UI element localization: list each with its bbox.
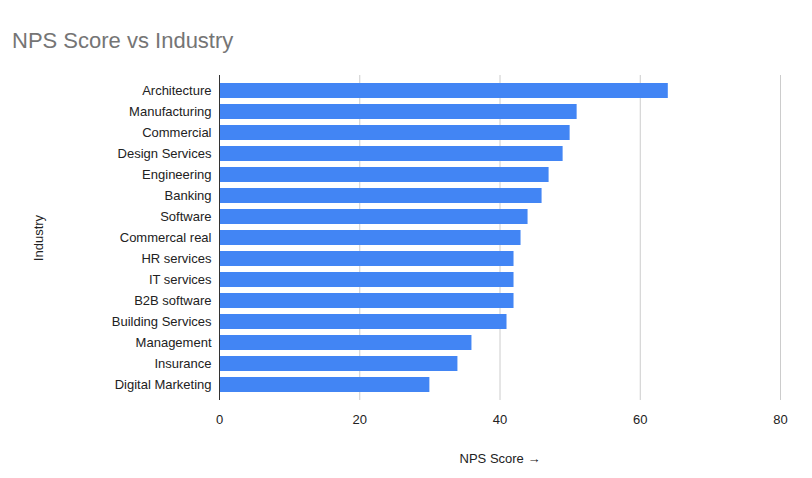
svg-text:Manufacturing: Manufacturing <box>129 104 211 119</box>
svg-text:Industry: Industry <box>31 214 46 261</box>
svg-text:20: 20 <box>353 412 367 427</box>
svg-text:IT services: IT services <box>149 272 212 287</box>
svg-text:40: 40 <box>493 412 507 427</box>
svg-text:Commercal real: Commercal real <box>120 230 212 245</box>
svg-text:Banking: Banking <box>165 188 212 203</box>
svg-text:NPS Score →: NPS Score → <box>460 451 541 466</box>
svg-text:60: 60 <box>633 412 647 427</box>
html-text:NPS Score vs Industry: NPS Score vs Industry <box>12 28 234 53</box>
svg-text:Software: Software <box>160 209 211 224</box>
svg-text:Engineering: Engineering <box>142 167 211 182</box>
svg-text:0: 0 <box>216 412 223 427</box>
svg-text:B2B software: B2B software <box>134 293 211 308</box>
svg-text:HR services: HR services <box>141 251 212 266</box>
svg-text:Building Services: Building Services <box>112 314 212 329</box>
svg-text:Commercial: Commercial <box>142 125 211 140</box>
svg-text:Digital Marketing: Digital Marketing <box>115 377 212 392</box>
svg-text:Architecture: Architecture <box>142 83 211 98</box>
svg-text:Insurance: Insurance <box>154 356 211 371</box>
svg-text:Design Services: Design Services <box>118 146 212 161</box>
svg-text:80: 80 <box>773 412 787 427</box>
svg-text:Management: Management <box>136 335 212 350</box>
